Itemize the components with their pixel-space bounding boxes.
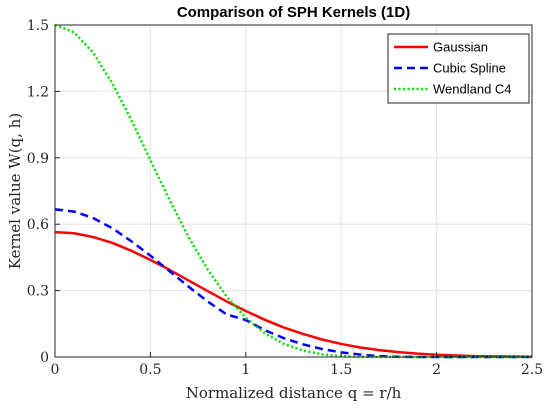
x-tick-label: 1 [241,362,250,378]
y-tick-label: 1.2 [27,84,49,100]
x-tick-label: 0.5 [139,362,161,378]
legend-label: Gaussian [433,40,488,55]
legend-label: Cubic Spline [433,61,506,76]
y-tick-label: 0 [40,350,49,366]
plot-frame [54,24,533,358]
series-line-cubic-spline [54,208,532,359]
y-tick-label: 0.9 [27,151,49,167]
chart-title: Comparison of SPH Kernels (1D) [177,4,410,21]
y-axis-label: Kernel value W(q, h) [6,113,24,269]
y-tick-label: 0.3 [27,284,49,300]
y-tick-label: 1.5 [27,18,49,34]
x-tick-label: 0 [51,362,60,378]
x-tick-label: 2.5 [521,362,543,378]
x-tick-label: 2 [432,362,441,378]
legend: Gaussian Cubic Spline Wendland C4 [387,33,530,104]
series-line-gaussian [54,230,533,359]
legend-label: Wendland C4 [433,82,512,97]
y-tick-label: 0.6 [27,217,49,233]
x-axis-label: Normalized distance q = r/h [186,384,402,402]
axis-ticks: 0 0.5 1 1.5 2 2.5 0 0.3 0.6 0.9 1.2 1.5 [27,18,543,378]
x-tick-label: 1.5 [330,362,352,378]
